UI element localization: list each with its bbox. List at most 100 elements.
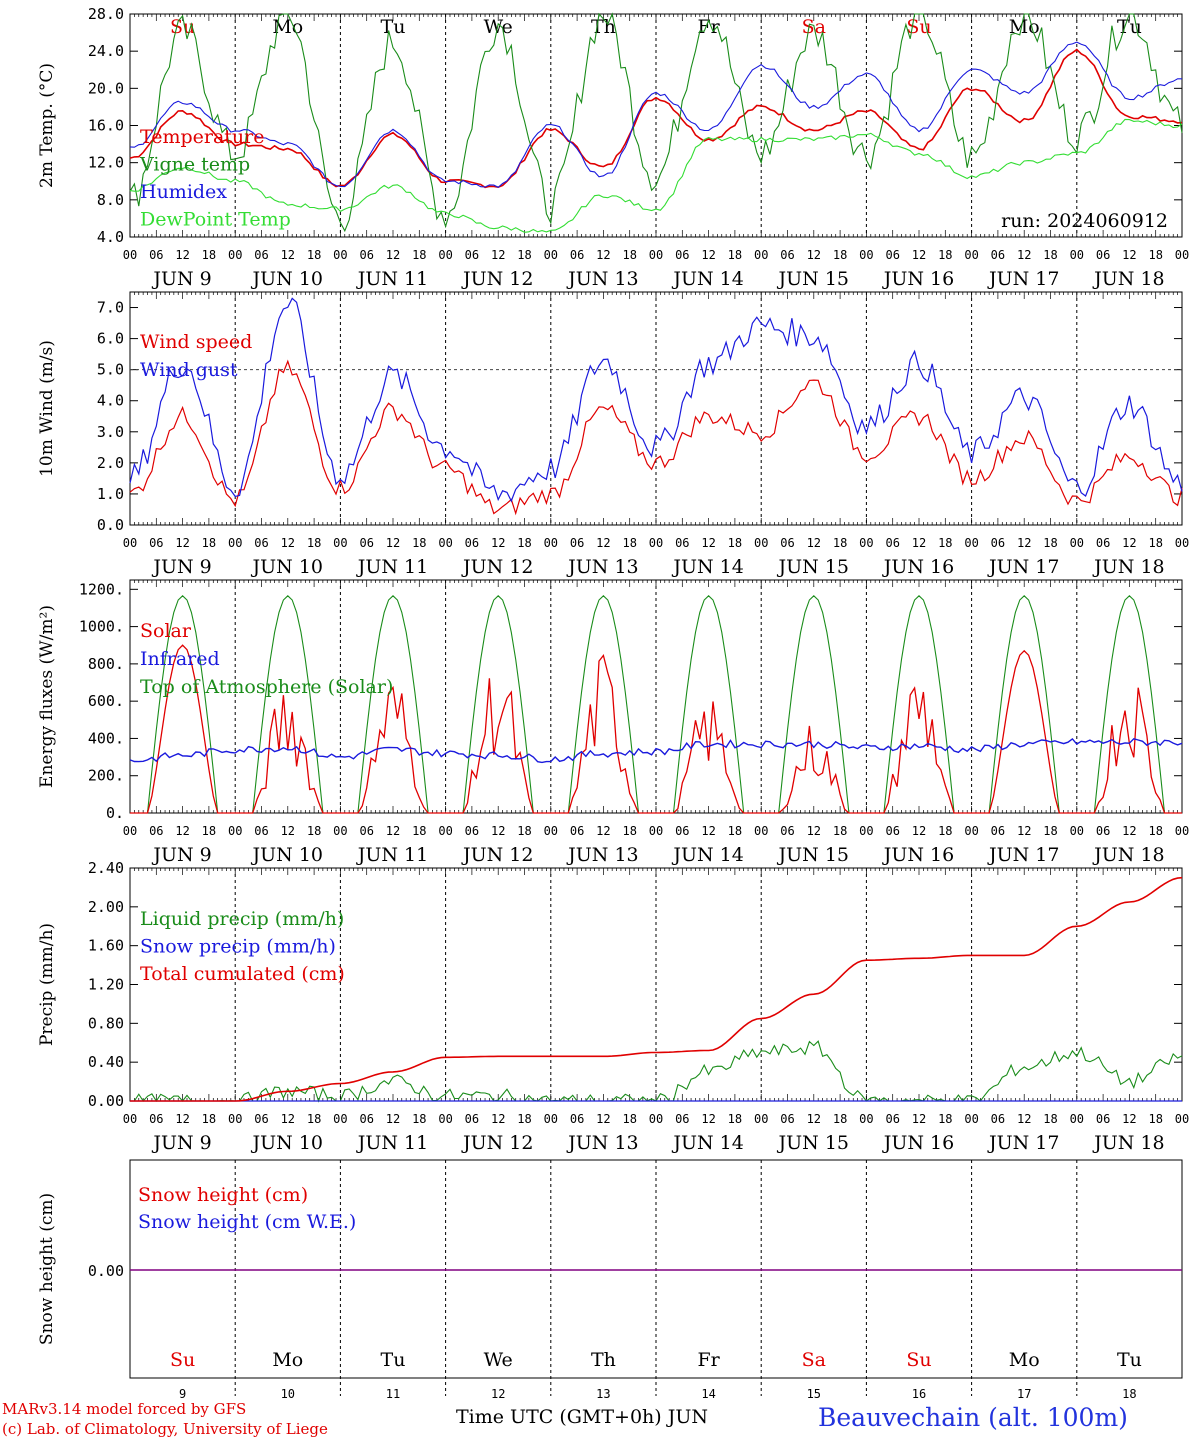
- hour-tick-label: 00: [859, 1112, 873, 1126]
- y-tick-label: 12.0: [88, 154, 124, 172]
- date-tick-label: JUN 17: [987, 268, 1059, 290]
- hour-tick-label: 18: [728, 1112, 742, 1126]
- station-name: Beauvechain (alt. 100m): [818, 1403, 1128, 1432]
- hour-tick-label: 18: [728, 248, 742, 262]
- date-tick-label: JUN 12: [461, 844, 533, 866]
- hour-tick-label: 00: [544, 536, 558, 550]
- hour-tick-label: 06: [149, 248, 163, 262]
- date-tick-label: JUN 11: [356, 1132, 428, 1154]
- hour-tick-label: 18: [202, 1112, 216, 1126]
- hour-tick-label: 18: [622, 1112, 636, 1126]
- hour-tick-label: 18: [517, 536, 531, 550]
- model-credit: MARv3.14 model forced by GFS: [2, 1400, 247, 1418]
- hour-tick-label: 00: [964, 248, 978, 262]
- hour-tick-label: 12: [386, 824, 400, 838]
- series-line-total-cumulated: [130, 876, 1183, 1102]
- legend-entry: Vigne temp: [139, 154, 250, 176]
- hour-tick-label: 06: [885, 1112, 899, 1126]
- date-tick-label: JUN 10: [251, 844, 323, 866]
- date-tick-label: JUN 13: [566, 1132, 638, 1154]
- y-tick-label: 2.00: [88, 898, 124, 916]
- hour-tick-label: 06: [991, 1112, 1005, 1126]
- hour-tick-label: 00: [1175, 248, 1189, 262]
- date-tick-label: JUN 15: [777, 556, 849, 578]
- hour-tick-label: 00: [649, 248, 663, 262]
- date-tick-label: JUN 15: [777, 268, 849, 290]
- date-tick-label: JUN 13: [566, 268, 638, 290]
- date-tick-label: JUN 13: [566, 556, 638, 578]
- hour-tick-label: 06: [359, 536, 373, 550]
- hour-tick-label: 12: [596, 824, 610, 838]
- hour-tick-label: 06: [885, 536, 899, 550]
- legend-entry: Top of Atmosphere (Solar): [140, 676, 393, 698]
- date-tick-label: JUN 16: [882, 844, 954, 866]
- hour-tick-label: 18: [202, 824, 216, 838]
- hour-tick-label: 06: [675, 1112, 689, 1126]
- date-tick-label: JUN 18: [1092, 268, 1164, 290]
- hour-tick-label: 12: [386, 248, 400, 262]
- hour-tick-label: 06: [991, 248, 1005, 262]
- hour-tick-label: 12: [701, 248, 715, 262]
- hour-tick-label: 00: [859, 248, 873, 262]
- series-line-solar: [130, 644, 1182, 814]
- y-tick-label: 400.: [88, 729, 124, 747]
- y-tick-label: 1.60: [88, 937, 124, 955]
- day-number-label: 14: [701, 1387, 715, 1401]
- date-tick-label: JUN 18: [1092, 844, 1164, 866]
- date-tick-label: JUN 11: [356, 844, 428, 866]
- hour-tick-label: 00: [123, 536, 137, 550]
- hour-tick-label: 12: [175, 536, 189, 550]
- legend-entry: Snow precip (mm/h): [140, 936, 336, 958]
- hour-tick-label: 00: [228, 248, 242, 262]
- date-tick-label: JUN 12: [461, 268, 533, 290]
- hour-tick-label: 12: [596, 1112, 610, 1126]
- hour-tick-label: 18: [1148, 248, 1162, 262]
- hour-tick-label: 12: [912, 1112, 926, 1126]
- hour-tick-label: 06: [1096, 536, 1110, 550]
- series-line-infrared: [129, 737, 1183, 764]
- hour-tick-label: 06: [570, 824, 584, 838]
- hour-tick-label: 06: [359, 1112, 373, 1126]
- weekday-label: Tu: [381, 1349, 406, 1371]
- y-tick-label: 0.00: [88, 1092, 124, 1110]
- y-axis-label-5: Snow height (cm): [37, 1193, 57, 1345]
- hour-tick-label: 12: [1122, 1112, 1136, 1126]
- hour-tick-label: 06: [1096, 248, 1110, 262]
- date-tick-label: JUN 11: [356, 556, 428, 578]
- hour-tick-label: 12: [1017, 248, 1031, 262]
- hour-tick-label: 12: [281, 1112, 295, 1126]
- hour-tick-label: 18: [1043, 1112, 1057, 1126]
- hour-tick-label: 00: [333, 536, 347, 550]
- hour-tick-label: 00: [754, 1112, 768, 1126]
- legend-entry: Snow height (cm): [138, 1184, 308, 1206]
- hour-tick-label: 06: [885, 248, 899, 262]
- hour-tick-label: 00: [123, 824, 137, 838]
- day-number-label: 16: [912, 1387, 926, 1401]
- hour-tick-label: 18: [728, 536, 742, 550]
- y-tick-label: 3.0: [97, 423, 124, 441]
- hour-tick-label: 00: [228, 1112, 242, 1126]
- hour-tick-label: 12: [1122, 824, 1136, 838]
- hour-tick-label: 00: [754, 536, 768, 550]
- hour-tick-label: 00: [964, 1112, 978, 1126]
- hour-tick-label: 06: [254, 536, 268, 550]
- hour-tick-label: 12: [175, 248, 189, 262]
- y-tick-label: 1.20: [88, 976, 124, 994]
- hour-tick-label: 00: [1175, 1112, 1189, 1126]
- hour-tick-label: 12: [491, 824, 505, 838]
- y-tick-label: 7.0: [97, 299, 124, 317]
- legend-entry: Snow height (cm W.E.): [138, 1211, 356, 1233]
- hour-tick-label: 12: [175, 824, 189, 838]
- series-line-wind-speed: [129, 359, 1183, 516]
- run-label: run: 2024060912: [1001, 210, 1168, 232]
- weekday-label: Fr: [697, 1349, 720, 1371]
- y-tick-label: 600.: [88, 692, 124, 710]
- hour-tick-label: 06: [780, 536, 794, 550]
- hour-tick-label: 12: [1122, 536, 1136, 550]
- weekday-label: We: [484, 1349, 513, 1371]
- series-line-dewpoint-temp: [129, 118, 1183, 233]
- y-tick-label: 5.0: [97, 361, 124, 379]
- day-number-label: 18: [1122, 1387, 1136, 1401]
- hour-tick-label: 18: [1043, 248, 1057, 262]
- weekday-label: Mo: [272, 1349, 303, 1371]
